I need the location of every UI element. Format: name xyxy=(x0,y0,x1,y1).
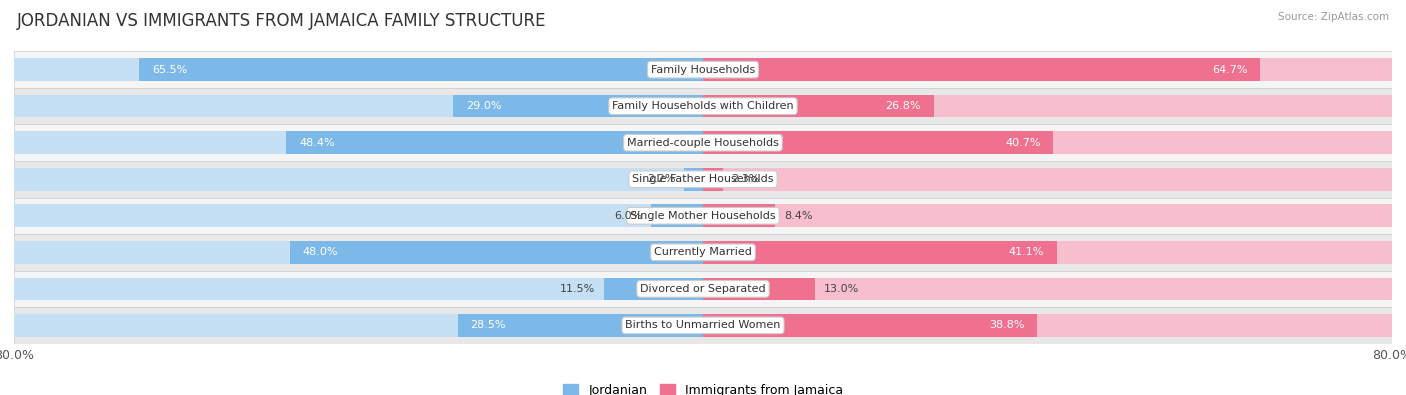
Bar xyxy=(703,168,1392,190)
Bar xyxy=(14,314,703,337)
Bar xyxy=(703,314,1038,337)
Bar xyxy=(139,58,703,81)
Text: Family Households with Children: Family Households with Children xyxy=(612,101,794,111)
Bar xyxy=(703,241,1057,263)
Bar xyxy=(703,132,1053,154)
Text: 6.0%: 6.0% xyxy=(614,211,643,221)
Bar xyxy=(703,205,775,227)
Text: 28.5%: 28.5% xyxy=(471,320,506,330)
Bar xyxy=(703,58,1392,81)
Bar xyxy=(14,198,1392,234)
Bar xyxy=(703,278,815,300)
Text: 26.8%: 26.8% xyxy=(886,101,921,111)
Text: 29.0%: 29.0% xyxy=(467,101,502,111)
Text: Births to Unmarried Women: Births to Unmarried Women xyxy=(626,320,780,330)
Text: 13.0%: 13.0% xyxy=(824,284,859,294)
Bar xyxy=(703,168,723,190)
Bar xyxy=(703,241,1392,263)
Bar xyxy=(457,314,703,337)
Bar xyxy=(14,234,1392,271)
Text: 65.5%: 65.5% xyxy=(152,65,187,75)
Bar xyxy=(703,95,1392,117)
Bar xyxy=(290,241,703,263)
Text: JORDANIAN VS IMMIGRANTS FROM JAMAICA FAMILY STRUCTURE: JORDANIAN VS IMMIGRANTS FROM JAMAICA FAM… xyxy=(17,12,547,30)
Bar xyxy=(14,205,703,227)
Bar xyxy=(453,95,703,117)
Bar xyxy=(651,205,703,227)
Bar xyxy=(14,168,703,190)
Text: 8.4%: 8.4% xyxy=(785,211,813,221)
Bar xyxy=(703,132,1392,154)
Bar xyxy=(703,278,1392,300)
Bar xyxy=(14,51,1392,88)
Bar xyxy=(14,58,703,81)
Bar xyxy=(703,95,934,117)
Text: 38.8%: 38.8% xyxy=(988,320,1024,330)
Text: 64.7%: 64.7% xyxy=(1212,65,1247,75)
Text: 48.0%: 48.0% xyxy=(302,247,337,257)
Text: 40.7%: 40.7% xyxy=(1005,138,1040,148)
Bar xyxy=(14,161,1392,198)
Text: Single Mother Households: Single Mother Households xyxy=(630,211,776,221)
Legend: Jordanian, Immigrants from Jamaica: Jordanian, Immigrants from Jamaica xyxy=(558,379,848,395)
Bar xyxy=(703,58,1260,81)
Text: 2.3%: 2.3% xyxy=(731,174,759,184)
Text: 2.2%: 2.2% xyxy=(647,174,675,184)
Text: Single Father Households: Single Father Households xyxy=(633,174,773,184)
Bar xyxy=(14,278,703,300)
Bar xyxy=(703,314,1392,337)
Text: Currently Married: Currently Married xyxy=(654,247,752,257)
Bar xyxy=(14,241,703,263)
Bar xyxy=(14,124,1392,161)
Bar xyxy=(14,88,1392,124)
Text: Divorced or Separated: Divorced or Separated xyxy=(640,284,766,294)
Bar xyxy=(287,132,703,154)
Bar xyxy=(685,168,703,190)
Text: Source: ZipAtlas.com: Source: ZipAtlas.com xyxy=(1278,12,1389,22)
Bar xyxy=(14,307,1392,344)
Text: Married-couple Households: Married-couple Households xyxy=(627,138,779,148)
Text: 48.4%: 48.4% xyxy=(299,138,335,148)
Bar xyxy=(14,132,703,154)
Bar xyxy=(605,278,703,300)
Bar xyxy=(14,95,703,117)
Text: Family Households: Family Households xyxy=(651,65,755,75)
Text: 11.5%: 11.5% xyxy=(560,284,595,294)
Bar xyxy=(703,205,1392,227)
Bar xyxy=(14,271,1392,307)
Text: 41.1%: 41.1% xyxy=(1008,247,1045,257)
